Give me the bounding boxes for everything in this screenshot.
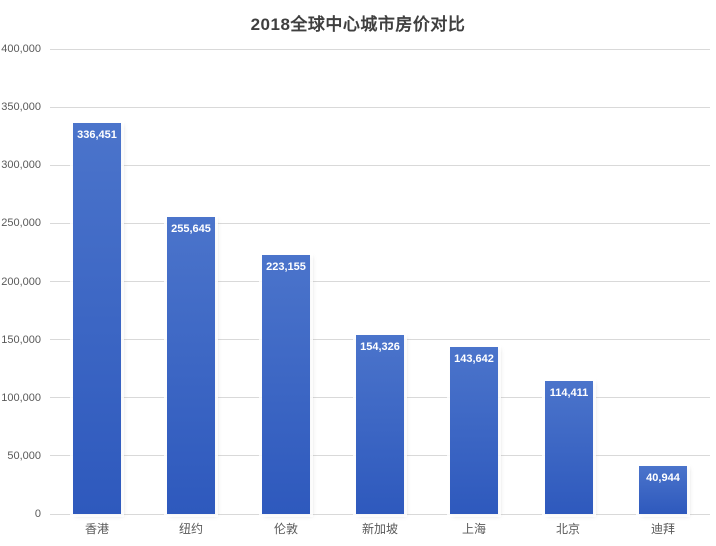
x-tick-label: 伦敦 [273, 522, 298, 536]
x-tick-label: 迪拜 [650, 522, 675, 536]
bar: 143,642 [450, 347, 498, 514]
x-axis-line [50, 513, 710, 515]
bar: 336,451 [73, 123, 121, 514]
y-tick-label: 150,000 [1, 333, 41, 346]
x-tick-label: 上海 [461, 522, 486, 536]
bar: 154,326 [356, 335, 404, 514]
y-tick-label: 100,000 [1, 391, 41, 404]
x-tick-label: 北京 [555, 522, 580, 536]
y-tick-label: 0 [34, 508, 41, 520]
bar-data-label: 40,944 [646, 472, 680, 484]
bar-data-label: 154,326 [360, 341, 400, 353]
y-tick-label: 400,000 [1, 43, 41, 55]
y-tick-label: 200,000 [1, 275, 41, 288]
y-tick-label: 300,000 [1, 159, 41, 172]
y-tick-label: 350,000 [1, 101, 41, 114]
bar-data-label: 255,645 [171, 223, 211, 235]
bar-data-label: 143,642 [454, 353, 494, 365]
gridline [50, 164, 710, 166]
gridline [50, 281, 710, 282]
y-tick-label: 50,000 [7, 449, 41, 462]
gridline [50, 48, 710, 50]
gridline [50, 106, 710, 108]
y-tick-label: 250,000 [1, 217, 41, 230]
gridline [50, 222, 710, 224]
x-tick-label: 香港 [84, 522, 109, 536]
bar: 40,944 [639, 466, 687, 514]
chart-title: 2018全球中心城市房价对比 [250, 15, 466, 34]
bar-data-label: 336,451 [77, 129, 117, 141]
bar: 255,645 [167, 217, 215, 514]
bar: 114,411 [545, 381, 593, 514]
bar-data-label: 114,411 [549, 387, 589, 399]
x-tick-label: 纽约 [178, 522, 203, 536]
bar-data-label: 223,155 [266, 261, 306, 273]
bar: 223,155 [262, 255, 310, 514]
x-tick-label: 新加坡 [361, 522, 398, 536]
